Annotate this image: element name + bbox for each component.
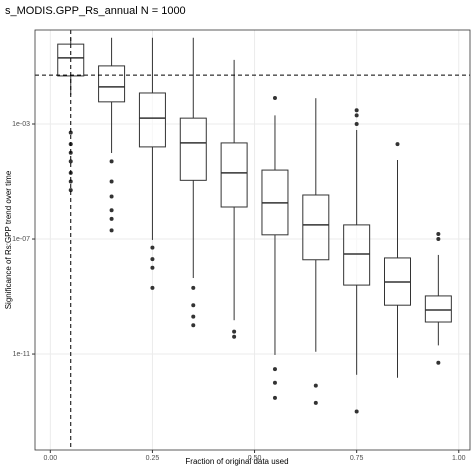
outlier [150, 265, 155, 270]
chart-title: s_MODIS.GPP_Rs_annual N = 1000 [5, 5, 186, 17]
box [179, 117, 207, 181]
outlier [354, 122, 359, 127]
outlier [272, 395, 277, 400]
outlier [109, 216, 114, 221]
outlier [436, 231, 441, 236]
outlier [191, 285, 196, 290]
outlier [313, 383, 318, 388]
x-axis-title: Fraction of original data used [185, 457, 288, 466]
outlier [109, 159, 114, 164]
outlier [354, 113, 359, 118]
outlier [150, 257, 155, 262]
outlier [109, 194, 114, 199]
outlier [191, 303, 196, 308]
box [424, 295, 452, 323]
x-tick-label: 0.00 [44, 455, 58, 462]
outlier [354, 108, 359, 113]
outlier [109, 179, 114, 184]
y-tick-label: 1e-11 [13, 351, 30, 358]
outlier [109, 228, 114, 233]
outlier [68, 130, 73, 135]
outlier [191, 323, 196, 328]
outlier [68, 179, 73, 184]
outlier [436, 237, 441, 242]
outlier [354, 409, 359, 414]
box [343, 224, 371, 286]
y-axis-title: Significance of Rs:GPP trend over time [4, 170, 13, 309]
box [220, 142, 248, 208]
outlier [436, 360, 441, 365]
outlier [191, 314, 196, 319]
box [138, 92, 166, 148]
panel-border [34, 29, 471, 451]
outlier [109, 208, 114, 213]
outlier [150, 285, 155, 290]
outlier [150, 245, 155, 250]
box [302, 194, 330, 261]
x-tick-label: 0.50 [248, 455, 262, 462]
outlier [395, 142, 400, 147]
y-tick-label: 1e-03 [12, 121, 30, 128]
outlier [272, 380, 277, 385]
x-tick-label: 0.25 [146, 455, 160, 462]
outlier [313, 400, 318, 405]
box [98, 65, 126, 103]
outlier [232, 329, 237, 334]
x-tick-label: 0.75 [350, 455, 364, 462]
outlier [68, 159, 73, 164]
outlier [68, 188, 73, 193]
outlier [272, 96, 277, 101]
x-tick-label: 1.00 [452, 455, 466, 462]
y-tick-label: 1e-07 [12, 236, 30, 243]
outlier [272, 367, 277, 372]
outlier [232, 334, 237, 339]
